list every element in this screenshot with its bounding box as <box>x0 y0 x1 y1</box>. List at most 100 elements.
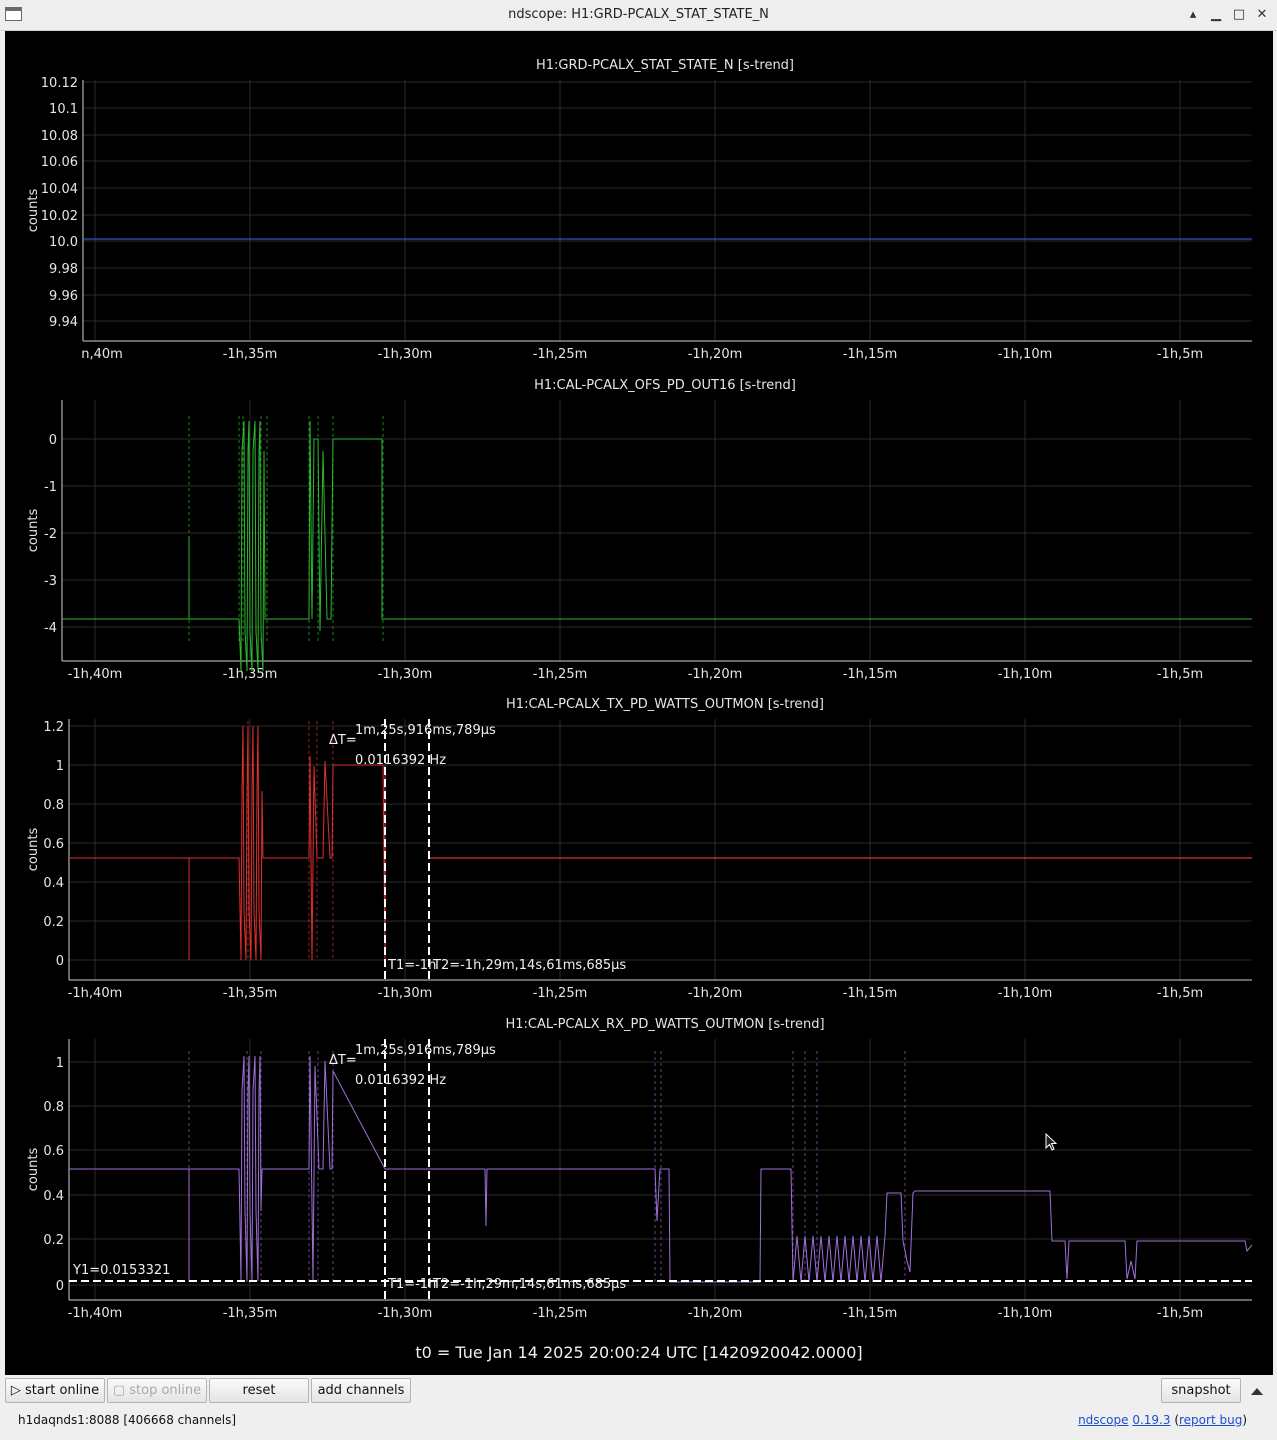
x-tick-label: -1h,15m <box>843 667 898 682</box>
x-tick-label: -1h,10m <box>998 986 1053 1001</box>
window-title: ndscope: H1:GRD-PCALX_STAT_STATE_N <box>508 7 769 22</box>
y-tick-label: 9.94 <box>49 315 78 330</box>
y-tick-label: -1 <box>44 480 57 495</box>
y1-label: Y1=0.0153321 <box>72 1263 170 1278</box>
minimize-icon[interactable]: ▁ <box>1211 7 1221 22</box>
x-tick-label: -1h,25m <box>533 667 588 682</box>
x-tick-label: -1h,40m <box>68 986 123 1001</box>
x-tick-label: -1h,20m <box>688 667 743 682</box>
x-tick-label: -1h,10m <box>998 667 1053 682</box>
y-tick-label: 0.6 <box>43 837 64 852</box>
add-channels-button[interactable]: add channels <box>311 1378 411 1403</box>
x-tick-label: -1h,10m <box>998 1306 1053 1321</box>
y-axis-label: counts <box>26 1148 41 1192</box>
delta-t-label: ΔT= <box>329 1053 357 1068</box>
y-axis-label: counts <box>26 509 41 553</box>
t0-label: t0 = Tue Jan 14 2025 20:00:24 UTC [14209… <box>415 1343 863 1362</box>
plot-panel-1 <box>82 80 1252 342</box>
y-tick-label: 0.2 <box>43 915 64 930</box>
x-tick-label: -1h,15m <box>843 347 898 362</box>
y-tick-label: 1.2 <box>43 720 64 735</box>
t2-label: T2=-1h,29m,14s,61ms,685μs <box>432 958 626 973</box>
x-tick-label: -1h,5m <box>1157 347 1203 362</box>
y-tick-label: 0 <box>49 433 57 448</box>
window-titlebar: ndscope: H1:GRD-PCALX_STAT_STATE_N ▴ ▁ □… <box>0 0 1277 31</box>
y-tick-label: 10.06 <box>41 155 78 170</box>
series-trace <box>69 1055 1253 1283</box>
x-tick-label: -1h,35m <box>223 347 278 362</box>
snapshot-button[interactable]: snapshot <box>1161 1378 1241 1403</box>
x-tick-label: -1h,35m <box>223 667 278 682</box>
y-tick-label: -2 <box>44 527 57 542</box>
x-tick-label: -1h,35m <box>223 986 278 1001</box>
plot-canvas[interactable]: H1:GRD-PCALX_STAT_STATE_N [s-trend] count… <box>5 31 1273 1375</box>
x-tick-label: -1h,30m <box>378 667 433 682</box>
y-tick-label: 9.96 <box>49 289 78 304</box>
y-tick-label: -4 <box>44 621 57 636</box>
stop-online-label: stop online <box>129 1383 202 1398</box>
x-tick-label: -1h,25m <box>533 347 588 362</box>
plot-panel-2 <box>61 400 1252 662</box>
maximize-icon[interactable]: □ <box>1232 7 1246 22</box>
x-tick-label: -1h,15m <box>843 986 898 1001</box>
y-tick-label: 10.1 <box>49 102 78 117</box>
report-bug-link[interactable]: report bug <box>1179 1413 1243 1427</box>
delta-frequency: 0.0116392 Hz <box>355 1073 446 1088</box>
x-tick-label: -1h,20m <box>688 347 743 362</box>
y-axis-label: counts <box>26 828 41 872</box>
y-tick-label: 10.0 <box>49 235 78 250</box>
x-tick-label: -1h,20m <box>688 1306 743 1321</box>
x-tick-label: -1h,40m <box>68 1306 123 1321</box>
x-tick-label: -1h,30m <box>378 1306 433 1321</box>
x-tick-label: -1h,20m <box>688 986 743 1001</box>
delta-t-value: 1m,25s,916ms,789μs <box>355 723 496 738</box>
y-tick-label: -3 <box>44 574 57 589</box>
x-tick-label: -1h,30m <box>378 347 433 362</box>
close-icon[interactable]: ✕ <box>1256 7 1268 22</box>
plot-title: H1:CAL-PCALX_TX_PD_WATTS_OUTMON [s-trend… <box>506 697 824 712</box>
delta-t-label: ΔT= <box>329 733 357 748</box>
x-tick-label: -1h,5m <box>1157 667 1203 682</box>
y-tick-label: 1 <box>56 1056 64 1071</box>
stop-online-button[interactable]: ▢ stop online <box>107 1378 207 1403</box>
delta-t-value: 1m,25s,916ms,789μs <box>355 1043 496 1058</box>
y-tick-label: 1 <box>56 759 64 774</box>
y-tick-label: 0.6 <box>43 1144 64 1159</box>
y-tick-label: 10.12 <box>41 76 78 91</box>
x-tick-label: -1h,5m <box>1157 986 1203 1001</box>
reset-button[interactable]: reset <box>209 1378 309 1403</box>
y-tick-label: 10.02 <box>41 209 78 224</box>
x-tick-label: -1h,35m <box>223 1306 278 1321</box>
y-tick-label: 0.2 <box>43 1233 64 1248</box>
y-tick-label: 0 <box>56 1279 64 1294</box>
app-window-icon <box>5 7 22 21</box>
series-trace <box>69 725 386 961</box>
start-online-button[interactable]: ▷ start online <box>5 1378 105 1403</box>
y-tick-label: 0.8 <box>43 798 64 813</box>
y-tick-label: 0.4 <box>43 1189 64 1204</box>
t2-label: T2=-1h,29m,14s,61ms,685μs <box>432 1277 626 1292</box>
t1-label: T1=-1h <box>387 1277 436 1292</box>
x-tick-label: n,40m <box>81 347 123 362</box>
y-tick-label: 9.98 <box>49 262 78 277</box>
y-tick-label: 0 <box>56 954 64 969</box>
expand-up-icon[interactable] <box>1250 1385 1264 1397</box>
x-tick-label: -1h,30m <box>378 986 433 1001</box>
y-tick-label: 10.08 <box>41 129 78 144</box>
plots-svg[interactable]: H1:GRD-PCALX_STAT_STATE_N [s-trend] count… <box>5 31 1273 1375</box>
x-tick-label: -1h,10m <box>998 347 1053 362</box>
plot-title: H1:CAL-PCALX_RX_PD_WATTS_OUTMON [s-trend… <box>505 1017 824 1032</box>
ndscope-link[interactable]: ndscope <box>1078 1413 1129 1427</box>
t1-label: T1=-1h <box>387 958 436 973</box>
x-tick-label: -1h,15m <box>843 1306 898 1321</box>
mouse-pointer-icon <box>1045 1133 1058 1151</box>
keep-above-icon[interactable]: ▴ <box>1189 7 1197 22</box>
y-tick-label: 0.4 <box>43 876 64 891</box>
y-tick-label: 0.8 <box>43 1100 64 1115</box>
version-link[interactable]: 0.19.3 <box>1132 1413 1171 1427</box>
plot-title: H1:CAL-PCALX_OFS_PD_OUT16 [s-trend] <box>534 378 796 393</box>
start-online-label: start online <box>25 1383 100 1398</box>
x-tick-label: -1h,5m <box>1157 1306 1203 1321</box>
y-axis-label: counts <box>26 189 41 233</box>
plot-panel-3 <box>68 719 1252 981</box>
